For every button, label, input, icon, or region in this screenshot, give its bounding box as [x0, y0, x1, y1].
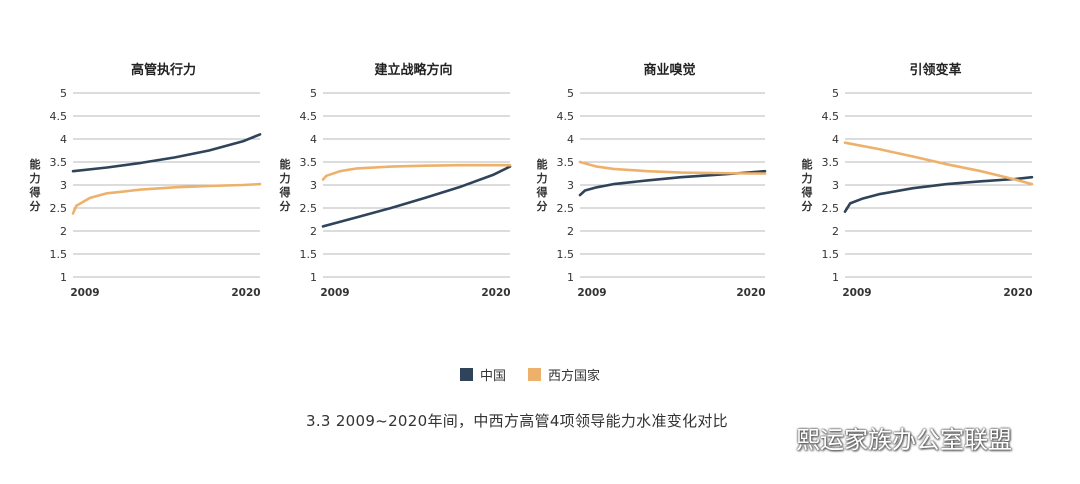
y-tick-label: 2 [310, 225, 317, 238]
y-tick-label: 4 [310, 133, 317, 146]
y-axis-label-char: 分 [280, 199, 291, 213]
series-line-west [71, 182, 262, 215]
y-tick-label: 2.5 [300, 202, 318, 215]
y-tick-label: 1 [60, 271, 67, 284]
chart-title: 建立战略方向 [374, 62, 452, 78]
watermark: 熙运家族办公室联盟 [756, 420, 1012, 455]
x-tick-label: 2009 [842, 287, 871, 299]
y-tick-label: 3.5 [50, 156, 68, 169]
y-tick-label: 4 [567, 133, 574, 146]
y-axis-label-char: 力 [30, 171, 41, 185]
y-axis-label-char: 能 [280, 157, 291, 171]
y-tick-label: 4.5 [557, 110, 575, 123]
legend-swatch-west [528, 368, 542, 381]
y-tick-label: 3 [310, 179, 317, 192]
y-tick-label: 3 [832, 179, 839, 192]
x-tick-label: 2009 [577, 287, 606, 299]
wechat-logo-icon [757, 424, 788, 449]
y-axis-label-char: 能 [30, 157, 41, 171]
series-line-west [578, 160, 767, 175]
y-tick-label: 1.5 [50, 248, 68, 261]
series-line-china [578, 169, 767, 197]
y-axis-label-char: 能 [537, 157, 548, 171]
x-tick-label: 2020 [231, 287, 260, 299]
figure-caption: 3.3 2009~2020年间，中西方高管4项领导能力水准变化对比 [306, 412, 728, 430]
legend-item-china: 中国 [460, 365, 506, 384]
y-tick-label: 3 [60, 179, 67, 192]
y-tick-label: 2.5 [557, 202, 575, 215]
y-tick-label: 4.5 [822, 110, 840, 123]
y-axis-label-char: 力 [802, 171, 813, 185]
x-tick-label: 2009 [320, 287, 349, 299]
y-tick-label: 2.5 [822, 202, 840, 215]
y-axis-label-char: 得 [279, 185, 291, 199]
y-tick-label: 1 [310, 271, 317, 284]
y-tick-label: 1 [567, 271, 574, 284]
x-tick-label: 2020 [736, 287, 765, 299]
legend-label-china: 中国 [480, 369, 507, 384]
watermark-text: 熙运家族办公室联盟 [796, 426, 1012, 454]
y-axis-label-char: 分 [537, 199, 548, 213]
y-tick-label: 5 [310, 87, 317, 100]
series-line-china [71, 133, 262, 173]
y-tick-label: 5 [567, 87, 574, 100]
y-tick-label: 5 [832, 87, 839, 100]
chart-title: 高管执行力 [131, 62, 196, 78]
y-tick-label: 1.5 [822, 248, 840, 261]
y-tick-label: 5 [60, 87, 67, 100]
y-tick-label: 3.5 [300, 156, 318, 169]
y-tick-label: 3 [567, 179, 574, 192]
y-tick-label: 1 [832, 271, 839, 284]
y-tick-label: 4.5 [300, 110, 318, 123]
series-line-china [843, 175, 1034, 213]
legend-label-west: 西方国家 [548, 369, 601, 384]
y-tick-label: 2.5 [50, 202, 68, 215]
y-tick-label: 4 [832, 133, 839, 146]
legend-item-west: 西方国家 [528, 365, 600, 384]
y-tick-label: 2 [567, 225, 574, 238]
x-tick-label: 2020 [481, 287, 510, 299]
y-axis-label-char: 力 [537, 171, 548, 185]
y-axis-label-char: 得 [801, 185, 813, 199]
y-tick-label: 3.5 [557, 156, 575, 169]
y-tick-label: 2 [60, 225, 67, 238]
series-line-west [843, 141, 1034, 186]
x-tick-label: 2020 [1003, 287, 1032, 299]
chart-title: 商业嗅觉 [643, 62, 695, 78]
y-axis-label-char: 分 [802, 199, 813, 213]
y-tick-label: 1.5 [300, 248, 318, 261]
chart-title: 引领变革 [909, 62, 961, 78]
legend-swatch-china [460, 368, 473, 381]
y-axis-label-char: 分 [30, 199, 41, 213]
series-line-west [321, 163, 512, 181]
y-axis-label-char: 得 [536, 185, 548, 199]
y-tick-label: 3.5 [822, 156, 840, 169]
legend: 中国 西方国家 [460, 365, 600, 384]
y-tick-label: 2 [832, 225, 839, 238]
y-tick-label: 4 [60, 133, 67, 146]
y-tick-label: 4.5 [50, 110, 68, 123]
y-axis-label-char: 力 [280, 171, 291, 185]
x-tick-label: 2009 [70, 287, 99, 299]
y-tick-label: 1.5 [557, 248, 575, 261]
series-line-china [321, 165, 512, 228]
y-axis-label-char: 能 [802, 157, 813, 171]
y-axis-label-char: 得 [29, 185, 41, 199]
